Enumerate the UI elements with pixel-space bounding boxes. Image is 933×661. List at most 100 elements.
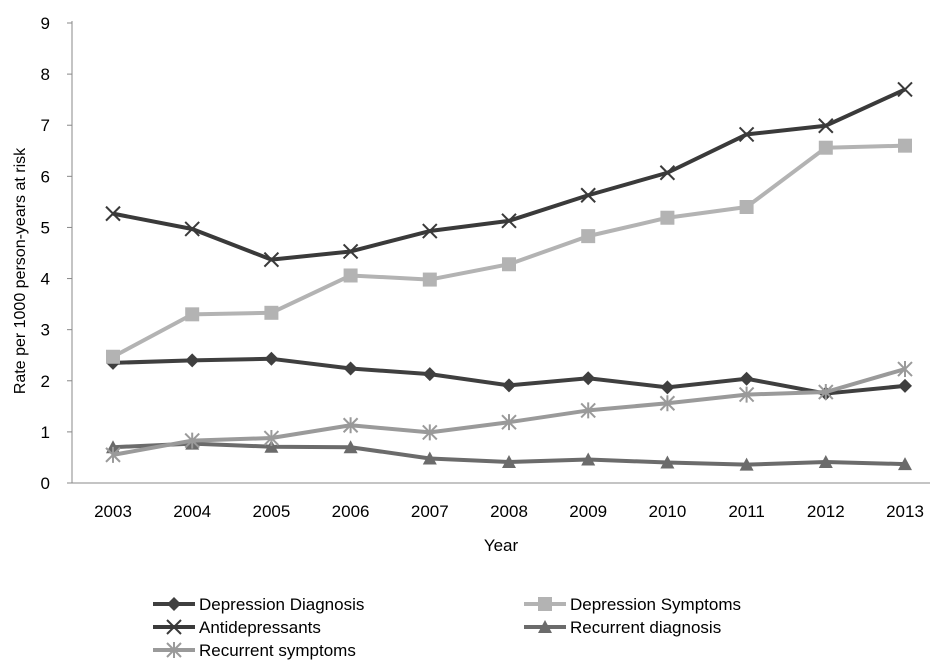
x-tick-label: 2003 — [94, 502, 132, 521]
y-tick-label: 0 — [41, 474, 50, 493]
series-recurrent-diagnosis — [106, 436, 912, 471]
legend-marker — [166, 619, 182, 635]
data-point — [659, 165, 676, 181]
legend-marker — [538, 620, 552, 633]
data-point — [898, 378, 912, 393]
y-tick-label: 3 — [41, 321, 50, 340]
data-point — [818, 455, 833, 469]
data-point — [343, 440, 358, 454]
data-point — [502, 455, 516, 469]
data-point — [738, 126, 755, 143]
data-point — [422, 223, 438, 239]
data-point — [105, 446, 121, 463]
data-point — [106, 440, 120, 454]
data-point — [818, 118, 834, 134]
legend-marker — [166, 642, 182, 658]
data-point — [581, 452, 596, 466]
data-point — [185, 353, 200, 368]
data-point — [422, 451, 437, 465]
data-point — [343, 268, 358, 283]
y-tick-label: 7 — [41, 116, 50, 135]
y-tick-label: 4 — [41, 270, 50, 289]
x-tick-label: 2009 — [569, 502, 607, 521]
data-point — [739, 200, 754, 214]
data-point — [739, 457, 754, 471]
data-point — [422, 272, 437, 287]
data-point — [738, 386, 755, 403]
legend-label: Depression Diagnosis — [199, 595, 364, 614]
data-point — [501, 414, 517, 431]
data-point — [263, 251, 280, 268]
data-point — [898, 138, 912, 153]
x-tick-label: 2011 — [728, 502, 765, 521]
data-point — [264, 439, 279, 453]
data-point — [342, 243, 359, 260]
series-line — [112, 87, 906, 262]
series-line — [112, 143, 906, 359]
legend: Depression Diagnosis Depression Symptoms A… — [153, 595, 741, 660]
legend-item: Depression Symptoms — [524, 595, 741, 614]
data-point — [343, 361, 358, 376]
series-layer — [105, 81, 913, 471]
y-axis-title: Rate per 1000 person-years at risk — [12, 147, 29, 394]
data-point — [580, 187, 596, 203]
series-recurrent-symptoms — [105, 361, 913, 463]
data-point — [422, 424, 438, 441]
x-tick-label: 2013 — [886, 502, 924, 521]
x-tick-label: 2010 — [648, 502, 686, 521]
y-tick-label: 5 — [41, 218, 50, 237]
data-point — [502, 378, 516, 393]
legend-item: Recurrent diagnosis — [524, 618, 721, 637]
series-antidepressants — [105, 81, 913, 268]
data-point — [897, 81, 913, 98]
x-tick-label: 2012 — [807, 502, 845, 521]
x-axis: 2003 2004 2005 2006 2007 2008 2009 2010 2011 2012… — [72, 482, 930, 521]
data-point — [342, 417, 359, 434]
legend-label: Recurrent symptoms — [199, 641, 356, 660]
data-point — [264, 305, 279, 320]
data-point — [581, 229, 596, 244]
data-point — [660, 380, 675, 395]
data-point — [818, 140, 833, 155]
data-point — [660, 455, 675, 469]
x-axis-title: Year — [484, 536, 519, 555]
data-point — [898, 457, 912, 471]
data-point — [106, 349, 120, 364]
data-point — [185, 307, 200, 322]
data-point — [105, 205, 121, 222]
legend-item: Antidepressants — [153, 618, 321, 637]
y-tick-label: 1 — [41, 423, 50, 442]
x-tick-label: 2006 — [332, 502, 370, 521]
y-tick-label: 9 — [41, 14, 50, 33]
data-point — [660, 210, 675, 225]
data-point — [580, 402, 596, 419]
data-point — [184, 221, 200, 237]
x-tick-label: 2004 — [173, 502, 211, 521]
legend-label: Antidepressants — [199, 618, 321, 637]
legend-marker — [538, 597, 552, 611]
data-point — [659, 395, 676, 412]
data-point — [422, 367, 437, 382]
data-point — [818, 384, 834, 401]
x-tick-label: 2007 — [411, 502, 449, 521]
y-tick-label: 8 — [41, 65, 50, 84]
data-point — [502, 257, 516, 272]
legend-item: Depression Diagnosis — [153, 595, 364, 614]
data-point — [739, 371, 754, 386]
data-point — [581, 371, 596, 386]
series-depression-symptoms — [106, 138, 912, 364]
data-point — [263, 430, 280, 447]
legend-label: Recurrent diagnosis — [570, 618, 721, 637]
y-tick-label: 2 — [41, 372, 50, 391]
y-axis: 0 1 2 3 4 5 6 7 8 9 — [41, 14, 73, 493]
y-tick-label: 6 — [41, 167, 50, 186]
legend-item: Recurrent symptoms — [153, 641, 356, 660]
data-point — [264, 351, 279, 366]
x-tick-label: 2008 — [490, 502, 528, 521]
data-point — [897, 361, 913, 378]
data-point — [501, 213, 517, 229]
legend-marker — [167, 597, 181, 611]
data-point — [184, 432, 200, 449]
legend-label: Depression Symptoms — [570, 595, 741, 614]
